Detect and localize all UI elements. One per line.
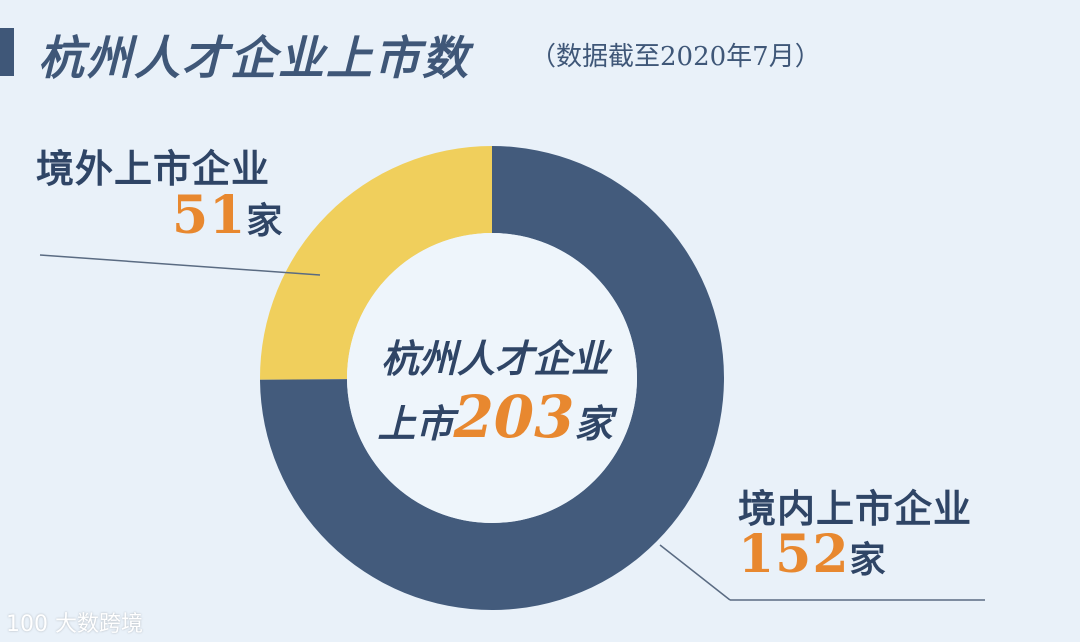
domestic-unit: 家 — [849, 540, 887, 581]
center-unit: 家 — [574, 402, 613, 446]
center-total: 203 — [453, 383, 575, 451]
donut-hole — [347, 233, 637, 523]
label-overseas-value: 51家 — [172, 185, 283, 246]
title-accent-bar — [0, 28, 14, 76]
center-prefix: 上市 — [377, 402, 454, 446]
overseas-unit: 家 — [246, 201, 284, 242]
label-overseas-name: 境外上市企业 — [36, 147, 271, 191]
leader-line-domestic — [659, 544, 731, 601]
overseas-count: 51 — [172, 185, 247, 246]
chart-title: 杭州人才企业上市数 — [38, 31, 470, 85]
domestic-count: 152 — [738, 524, 850, 585]
center-line2: 上市203家 — [355, 388, 635, 453]
watermark: 100 大数跨境 — [6, 606, 143, 638]
slice-domestic — [260, 146, 725, 610]
center-summary: 杭州人才企业 上市203家 — [355, 330, 635, 453]
leader-line-overseas — [39, 254, 321, 276]
chart-subtitle: （数据截至2020年7月） — [530, 42, 821, 72]
center-line1: 杭州人才企业 — [380, 337, 609, 381]
slice-overseas — [260, 146, 492, 380]
label-domestic-name: 境内上市企业 — [738, 487, 973, 531]
watermark-text: 大数跨境 — [55, 612, 144, 637]
watermark-logo: 100 — [6, 612, 48, 637]
label-domestic-value: 152家 — [738, 524, 887, 585]
